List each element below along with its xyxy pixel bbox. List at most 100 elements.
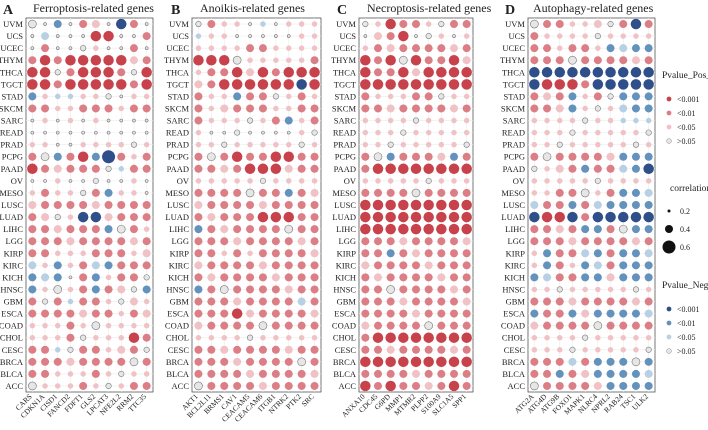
- dot-foxo1-cesc: [570, 347, 576, 353]
- row-label-chol: CHOL: [0, 333, 23, 343]
- dot-cdkn1a-ov: [44, 179, 47, 182]
- dot-mapk1-blca: [581, 370, 589, 378]
- dot-cav1-kich: [233, 273, 241, 281]
- dot-cisd1-cesc: [55, 347, 61, 353]
- dot-cdkn1a-meso: [41, 189, 49, 197]
- dot-spp1-kirc: [463, 261, 471, 269]
- dot-ceacam6-kich: [259, 273, 267, 281]
- dot-mtmr2-esca: [412, 310, 420, 318]
- dot-cisd1-hnsc: [54, 285, 62, 293]
- row-label-lihc: LIHC: [336, 224, 356, 234]
- row-label-thca: THCA: [333, 67, 357, 77]
- dot-ulk2-chol: [646, 335, 652, 341]
- dot-anxa10-paad: [361, 165, 369, 173]
- dot-brms1-kich: [220, 273, 228, 281]
- dot-rab24-lihc: [619, 225, 627, 233]
- dot-src-meso: [311, 189, 319, 197]
- dot-cav1-ucec: [234, 45, 240, 51]
- row-label-meso: MESO: [501, 188, 525, 198]
- dot-atg4d-thym: [543, 56, 551, 64]
- dot-mmp1-esca: [399, 310, 407, 318]
- dot-atg9b-luad: [555, 212, 566, 223]
- dot-ttc35-coad: [144, 323, 150, 329]
- dot-lpcat3-gbm: [106, 299, 112, 305]
- dot-mapk1-brca: [581, 358, 589, 366]
- dot-anxa10-brca: [360, 357, 371, 368]
- dot-nfe2l2-sarc: [120, 119, 123, 122]
- dot-cdc45-pcpg: [374, 153, 382, 161]
- row-label-esca: ESCA: [503, 309, 526, 319]
- dot-rab24-read: [621, 130, 627, 136]
- dot-itgb1-kirp: [272, 249, 280, 257]
- dot-rab24-thym: [619, 56, 627, 64]
- dot-lpcat3-tgct: [103, 79, 114, 90]
- dot-atg2a-stad: [530, 92, 538, 100]
- dot-nfe2l2-read: [120, 131, 123, 134]
- dot-rab24-blca: [619, 370, 627, 378]
- dot-cars-esca: [28, 310, 36, 318]
- dot-bcl2l11-thym: [206, 55, 217, 66]
- dot-mmp1-ov: [401, 178, 407, 184]
- dot-akt1-lusc: [194, 201, 202, 209]
- dot-fancd2-pcpg: [66, 153, 74, 161]
- dot-brms1-acc: [220, 382, 228, 390]
- dot-ntrk2-lusc: [285, 201, 293, 209]
- dot-src-read: [312, 130, 318, 136]
- dot-src-lusc: [311, 201, 319, 209]
- dot-lpcat3-lgg: [105, 237, 113, 245]
- dot-cars-read: [31, 131, 34, 134]
- dot-g6pd-pcpg: [387, 153, 395, 161]
- dot-plpp2-thym: [425, 56, 433, 64]
- dot-atg2a-sarc: [532, 118, 538, 124]
- dot-rrm2-hnsc: [131, 287, 137, 293]
- dot-ttc35-stad: [144, 94, 150, 100]
- dot-brms1-kirp: [222, 251, 228, 256]
- dot-foxo1-kich: [568, 273, 576, 281]
- dot-ceacam5-cesc: [246, 346, 254, 354]
- dot-ttc35-prad: [144, 142, 150, 148]
- dot-atg2a-read: [532, 130, 538, 136]
- legend-neg-swatch: [667, 335, 672, 340]
- dot-ceacam6-ucs: [261, 35, 264, 38]
- row-label-chol: CHOL: [502, 333, 525, 343]
- dot-spp1-gbm: [463, 298, 471, 306]
- dot-ptk2-stad: [298, 92, 306, 100]
- dot-nfe2l2-thym: [116, 55, 127, 66]
- dot-atg9b-ucs: [557, 33, 563, 39]
- dot-atg4d-coad: [543, 322, 551, 330]
- dot-akt1-lihc: [194, 225, 202, 233]
- dot-itgb1-paad: [271, 164, 282, 175]
- dot-anxa10-luad: [360, 212, 371, 223]
- dot-brms1-blca: [220, 370, 228, 378]
- dot-atg9b-sarc: [557, 118, 563, 124]
- row-label-lihc: LIHC: [3, 224, 23, 234]
- dot-ptk2-chol: [299, 335, 305, 341]
- dot-fdft1-blca: [80, 371, 86, 377]
- dot-cars-prad: [30, 142, 36, 148]
- dot-slc1a5-stad: [451, 94, 457, 100]
- dot-cars-sarc: [31, 119, 34, 122]
- dot-cav1-tgct: [232, 79, 243, 90]
- dot-mmp1-hnsc: [399, 285, 407, 293]
- dot-rab24-ucs: [621, 33, 627, 39]
- figure: A Ferroptosis-related genesUVMUCSUCECTHYM…: [0, 0, 708, 430]
- dot-rrm2-meso: [131, 190, 137, 196]
- dot-mapk1-lusc: [581, 201, 589, 209]
- dot-foxo1-skcm: [568, 104, 576, 112]
- dot-gls2-gbm: [92, 298, 100, 306]
- dot-rab24-ucec: [619, 44, 627, 52]
- row-label-paad: PAAD: [503, 164, 525, 174]
- row-label-gbm: GBM: [337, 297, 357, 307]
- dot-nfe2l2-uvm: [116, 19, 127, 30]
- dot-cdc45-chol: [373, 332, 384, 343]
- dot-nprl2-sarc: [608, 118, 614, 124]
- dot-brms1-stad: [222, 94, 228, 100]
- dot-ttc35-paad: [143, 165, 151, 173]
- dot-s100a9-chol: [436, 332, 447, 343]
- dot-fancd2-stad: [68, 94, 74, 100]
- row-label-prad: PRAD: [333, 140, 356, 150]
- row-label-meso: MESO: [0, 188, 23, 198]
- dot-itgb1-esca: [272, 310, 280, 318]
- dot-fdft1-pcpg: [78, 151, 89, 162]
- dot-bcl2l11-sarc: [209, 118, 215, 124]
